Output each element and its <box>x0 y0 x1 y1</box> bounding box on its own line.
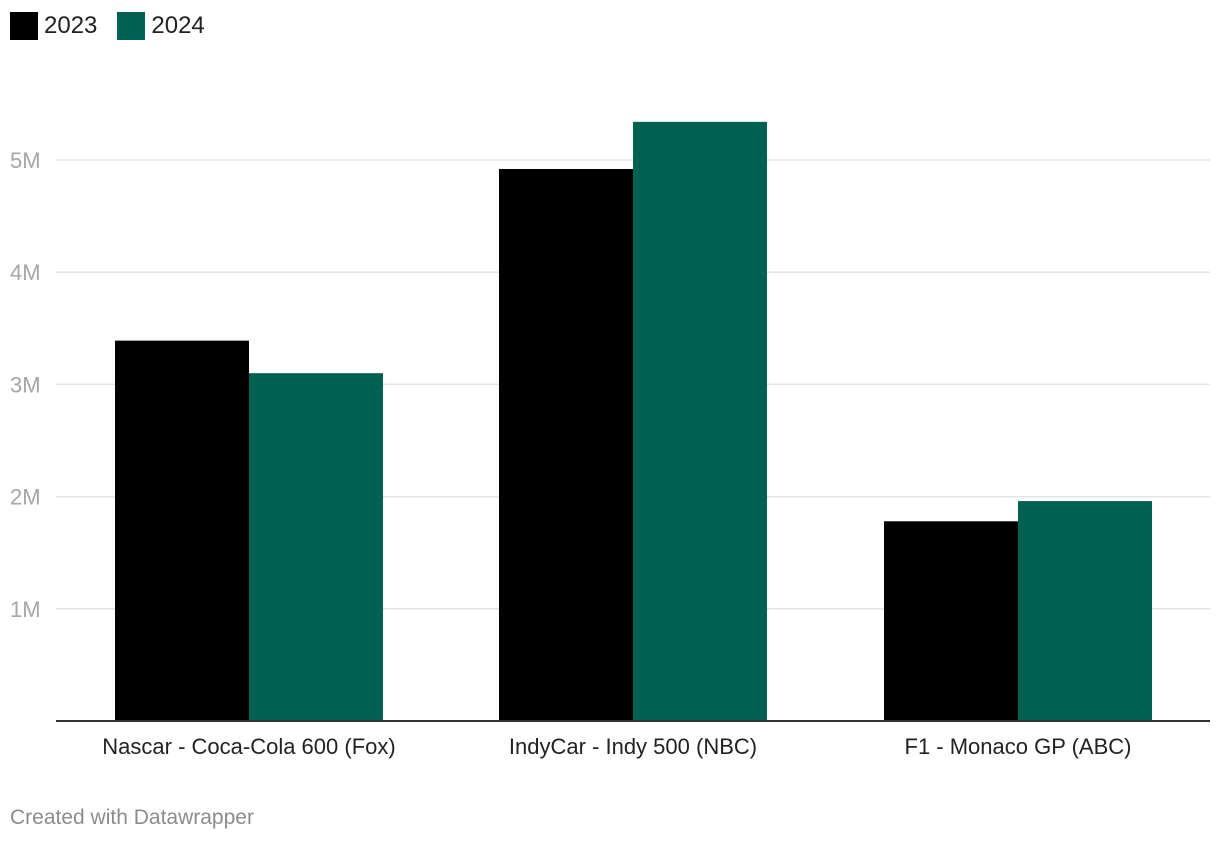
legend-label-2024: 2024 <box>151 12 205 39</box>
bar-2023-0 <box>115 340 249 721</box>
chart-legend: 2023 2024 <box>10 12 205 40</box>
y-tick-label-4M: 4M <box>10 260 41 285</box>
y-tick-label-2M: 2M <box>10 485 41 510</box>
bar-2024-1 <box>633 121 767 722</box>
legend-swatch-2024 <box>117 12 146 40</box>
bar-2024-2 <box>1018 501 1152 721</box>
legend-label-2023: 2023 <box>44 12 98 39</box>
legend-swatch-2023 <box>10 12 38 40</box>
footer-credit: Created with Datawrapper <box>10 806 254 829</box>
bar-2023-2 <box>884 521 1018 721</box>
x-tick-label-0: Nascar - Coca-Cola 600 (Fox) <box>102 734 395 759</box>
x-tick-label-1: IndyCar - Indy 500 (NBC) <box>509 734 757 759</box>
bar-2023-1 <box>499 168 633 721</box>
legend-item-2024: 2024 <box>117 12 205 40</box>
bar-2024-0 <box>249 373 383 721</box>
y-tick-label-3M: 3M <box>10 372 41 397</box>
legend-item-2023: 2023 <box>10 12 97 40</box>
y-tick-label-1M: 1M <box>10 597 41 622</box>
y-tick-label-5M: 5M <box>10 148 41 173</box>
x-tick-label-2: F1 - Monaco GP (ABC) <box>905 734 1132 759</box>
